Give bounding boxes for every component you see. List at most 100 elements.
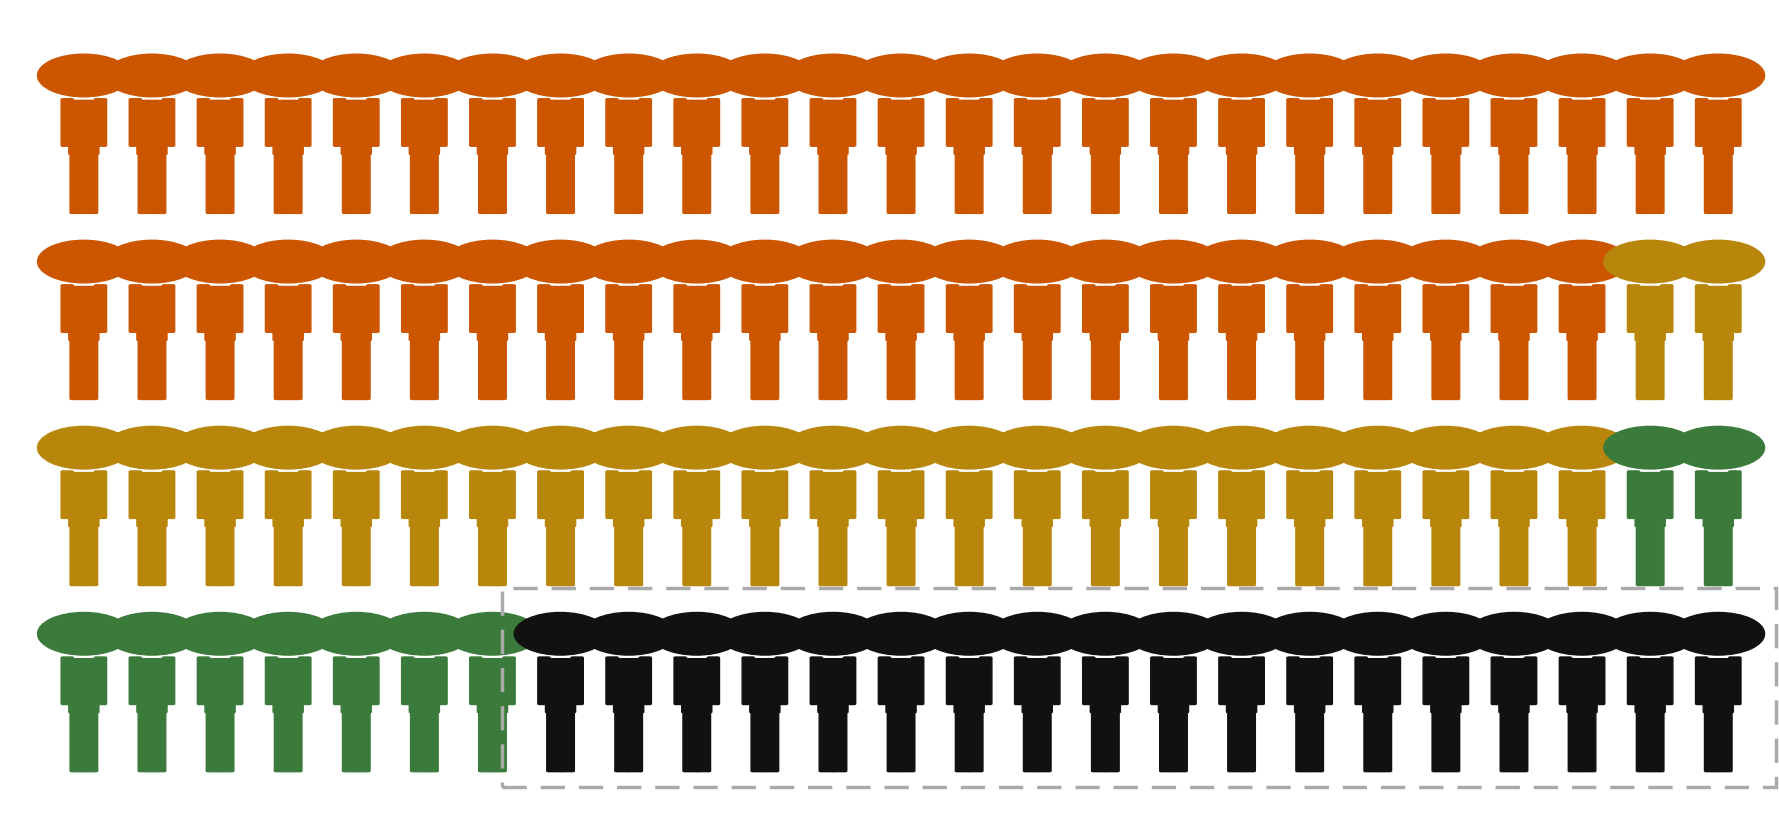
FancyBboxPatch shape	[1560, 99, 1571, 146]
FancyBboxPatch shape	[69, 286, 100, 340]
FancyBboxPatch shape	[231, 285, 242, 332]
Circle shape	[447, 240, 539, 283]
FancyBboxPatch shape	[1729, 99, 1742, 146]
FancyBboxPatch shape	[1091, 473, 1121, 527]
FancyBboxPatch shape	[130, 285, 142, 332]
FancyBboxPatch shape	[681, 658, 712, 712]
FancyBboxPatch shape	[1423, 657, 1436, 704]
Circle shape	[719, 54, 811, 97]
FancyBboxPatch shape	[1445, 525, 1459, 586]
FancyBboxPatch shape	[94, 657, 107, 704]
Circle shape	[105, 613, 197, 655]
FancyBboxPatch shape	[1388, 471, 1400, 519]
FancyBboxPatch shape	[162, 471, 174, 519]
FancyBboxPatch shape	[955, 153, 970, 213]
FancyBboxPatch shape	[1158, 473, 1188, 527]
FancyBboxPatch shape	[683, 525, 697, 586]
FancyBboxPatch shape	[1695, 471, 1708, 519]
Circle shape	[310, 613, 402, 655]
FancyBboxPatch shape	[1295, 101, 1325, 155]
FancyBboxPatch shape	[1457, 657, 1469, 704]
FancyBboxPatch shape	[614, 473, 644, 527]
FancyBboxPatch shape	[477, 286, 507, 340]
Circle shape	[1672, 426, 1765, 469]
FancyBboxPatch shape	[1457, 99, 1469, 146]
FancyBboxPatch shape	[1660, 285, 1672, 332]
FancyBboxPatch shape	[749, 473, 779, 527]
FancyBboxPatch shape	[162, 657, 174, 704]
FancyBboxPatch shape	[886, 658, 916, 712]
FancyBboxPatch shape	[366, 657, 379, 704]
FancyBboxPatch shape	[130, 657, 142, 704]
Circle shape	[582, 426, 674, 469]
FancyBboxPatch shape	[1704, 339, 1719, 399]
FancyBboxPatch shape	[546, 339, 562, 399]
FancyBboxPatch shape	[197, 657, 210, 704]
FancyBboxPatch shape	[1660, 99, 1672, 146]
FancyBboxPatch shape	[356, 339, 370, 399]
FancyBboxPatch shape	[69, 658, 100, 712]
FancyBboxPatch shape	[1295, 339, 1311, 399]
FancyBboxPatch shape	[1185, 285, 1195, 332]
FancyBboxPatch shape	[479, 339, 493, 399]
FancyBboxPatch shape	[1023, 101, 1053, 155]
FancyBboxPatch shape	[299, 471, 311, 519]
FancyBboxPatch shape	[434, 657, 447, 704]
FancyBboxPatch shape	[546, 711, 562, 771]
FancyBboxPatch shape	[776, 99, 788, 146]
FancyBboxPatch shape	[1660, 471, 1672, 519]
Circle shape	[854, 54, 948, 97]
FancyBboxPatch shape	[1252, 471, 1265, 519]
FancyBboxPatch shape	[1457, 285, 1469, 332]
FancyBboxPatch shape	[1582, 525, 1596, 586]
Circle shape	[854, 613, 948, 655]
FancyBboxPatch shape	[1356, 657, 1368, 704]
FancyBboxPatch shape	[546, 473, 576, 527]
FancyBboxPatch shape	[84, 153, 98, 213]
FancyBboxPatch shape	[560, 339, 575, 399]
FancyBboxPatch shape	[1377, 339, 1391, 399]
Circle shape	[991, 426, 1083, 469]
FancyBboxPatch shape	[1185, 99, 1195, 146]
Circle shape	[923, 613, 1016, 655]
FancyBboxPatch shape	[1729, 285, 1742, 332]
Circle shape	[1400, 426, 1493, 469]
Circle shape	[1605, 240, 1697, 283]
FancyBboxPatch shape	[1512, 525, 1528, 586]
FancyBboxPatch shape	[265, 657, 278, 704]
FancyBboxPatch shape	[1295, 658, 1325, 712]
FancyBboxPatch shape	[356, 525, 370, 586]
FancyBboxPatch shape	[1083, 471, 1094, 519]
FancyBboxPatch shape	[479, 525, 493, 586]
FancyBboxPatch shape	[151, 339, 165, 399]
FancyBboxPatch shape	[955, 525, 970, 586]
FancyBboxPatch shape	[763, 153, 779, 213]
FancyBboxPatch shape	[560, 153, 575, 213]
FancyBboxPatch shape	[409, 101, 439, 155]
FancyBboxPatch shape	[137, 101, 167, 155]
FancyBboxPatch shape	[84, 525, 98, 586]
FancyBboxPatch shape	[968, 711, 984, 771]
FancyBboxPatch shape	[809, 285, 822, 332]
Circle shape	[310, 426, 402, 469]
FancyBboxPatch shape	[1582, 711, 1596, 771]
FancyBboxPatch shape	[1637, 153, 1651, 213]
FancyBboxPatch shape	[1491, 99, 1503, 146]
FancyBboxPatch shape	[1083, 99, 1094, 146]
FancyBboxPatch shape	[366, 471, 379, 519]
FancyBboxPatch shape	[1309, 339, 1324, 399]
FancyBboxPatch shape	[60, 285, 73, 332]
FancyBboxPatch shape	[477, 473, 507, 527]
Circle shape	[310, 54, 402, 97]
FancyBboxPatch shape	[616, 153, 630, 213]
FancyBboxPatch shape	[60, 657, 73, 704]
FancyBboxPatch shape	[356, 711, 370, 771]
FancyBboxPatch shape	[1363, 101, 1393, 155]
FancyBboxPatch shape	[274, 711, 290, 771]
FancyBboxPatch shape	[503, 657, 516, 704]
FancyBboxPatch shape	[751, 711, 767, 771]
FancyBboxPatch shape	[1457, 471, 1469, 519]
FancyBboxPatch shape	[162, 99, 174, 146]
FancyBboxPatch shape	[1500, 153, 1516, 213]
FancyBboxPatch shape	[434, 471, 447, 519]
